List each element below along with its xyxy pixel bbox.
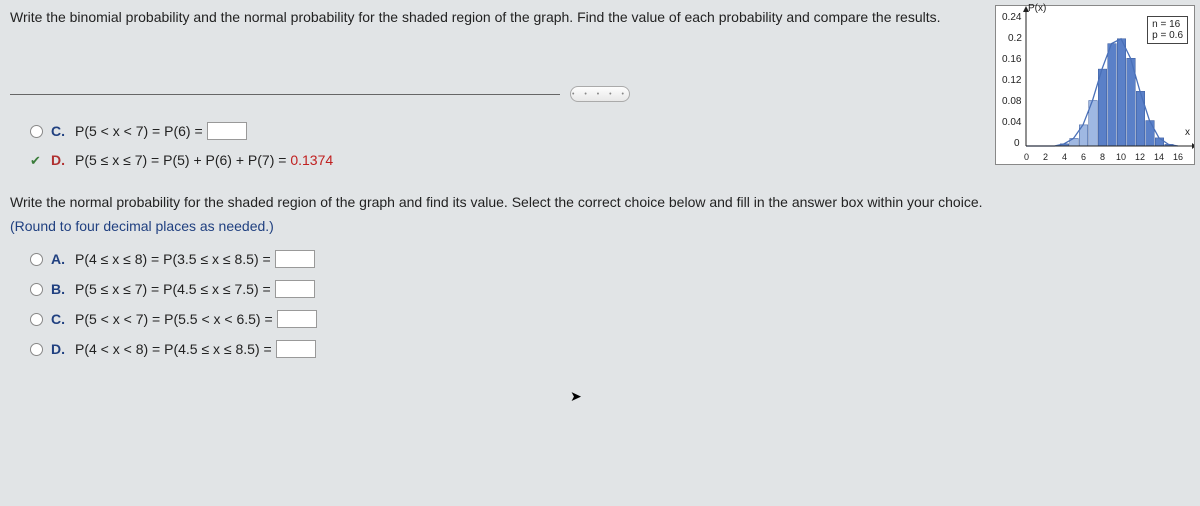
y-tick: 0.08 [1002, 96, 1021, 107]
divider-line [10, 94, 560, 95]
norm-option-c[interactable]: C. P(5 < x < 7) = P(5.5 < x < 6.5) = [30, 310, 1170, 328]
y-axis-label: P(x) [1028, 3, 1046, 14]
y-tick: 0.2 [1008, 33, 1022, 44]
instruction-normal: Write the normal probability for the sha… [0, 180, 1200, 214]
y-tick: 0.04 [1002, 117, 1021, 128]
radio-icon[interactable] [30, 253, 43, 266]
option-letter: D. [51, 341, 69, 357]
option-letter: B. [51, 281, 69, 297]
cursor-icon: ➤ [570, 388, 582, 405]
x-tick: 2 [1043, 152, 1048, 162]
x-tick: 16 [1173, 152, 1183, 162]
y-tick: 0.24 [1002, 12, 1021, 23]
option-text: P(5 < x < 7) = P(6) = [75, 123, 203, 139]
option-letter: C. [51, 123, 69, 139]
radio-icon[interactable] [30, 125, 43, 138]
x-tick: 4 [1062, 152, 1067, 162]
x-tick: 8 [1100, 152, 1105, 162]
x-tick: 0 [1024, 152, 1029, 162]
expand-button[interactable]: • • • • • [570, 86, 630, 102]
option-letter: C. [51, 311, 69, 327]
norm-option-a[interactable]: A. P(4 ≤ x ≤ 8) = P(3.5 ≤ x ≤ 8.5) = [30, 250, 1170, 268]
y-tick: 0 [1014, 138, 1020, 149]
chart-params: n = 16 p = 0.6 [1147, 16, 1188, 44]
x-tick: 12 [1135, 152, 1145, 162]
normal-options: A. P(4 ≤ x ≤ 8) = P(3.5 ≤ x ≤ 8.5) = B. … [0, 244, 1200, 376]
option-text: P(4 < x < 8) = P(4.5 ≤ x ≤ 8.5) = [75, 341, 272, 357]
option-letter: D. [51, 152, 69, 168]
question-text: Write the binomial probability and the n… [0, 0, 980, 26]
x-tick: 6 [1081, 152, 1086, 162]
answer-input[interactable] [276, 340, 316, 358]
option-letter: A. [51, 251, 69, 267]
x-tick: 14 [1154, 152, 1164, 162]
radio-icon[interactable] [30, 343, 43, 356]
answer-input[interactable] [275, 280, 315, 298]
radio-icon[interactable] [30, 283, 43, 296]
y-tick: 0.16 [1002, 54, 1021, 65]
dots-icon: • • • • • [572, 91, 628, 98]
radio-icon[interactable] [30, 313, 43, 326]
rounding-note: (Round to four decimal places as needed.… [0, 214, 1200, 244]
probability-chart: P(x) 0.24 0.2 0.16 0.12 0.08 0.04 0 x 0 … [995, 5, 1195, 165]
x-axis-label: x [1185, 127, 1190, 138]
option-text: P(5 ≤ x ≤ 7) = P(5) + P(6) + P(7) = 0.13… [75, 152, 333, 168]
option-text: P(5 ≤ x ≤ 7) = P(4.5 ≤ x ≤ 7.5) = [75, 281, 271, 297]
norm-option-d[interactable]: D. P(4 < x < 8) = P(4.5 ≤ x ≤ 8.5) = [30, 340, 1170, 358]
option-formula: P(5 ≤ x ≤ 7) = P(5) + P(6) + P(7) = [75, 152, 290, 168]
norm-option-b[interactable]: B. P(5 ≤ x ≤ 7) = P(4.5 ≤ x ≤ 7.5) = [30, 280, 1170, 298]
x-tick: 10 [1116, 152, 1126, 162]
param-p: p = 0.6 [1152, 30, 1183, 41]
answer-input[interactable] [207, 122, 247, 140]
answer-input[interactable] [275, 250, 315, 268]
param-n: n = 16 [1152, 19, 1183, 30]
option-text: P(4 ≤ x ≤ 8) = P(3.5 ≤ x ≤ 8.5) = [75, 251, 271, 267]
y-tick: 0.12 [1002, 75, 1021, 86]
answer-value: 0.1374 [290, 152, 333, 168]
option-text: P(5 < x < 7) = P(5.5 < x < 6.5) = [75, 311, 273, 327]
check-icon: ✔ [30, 154, 43, 167]
answer-input[interactable] [277, 310, 317, 328]
